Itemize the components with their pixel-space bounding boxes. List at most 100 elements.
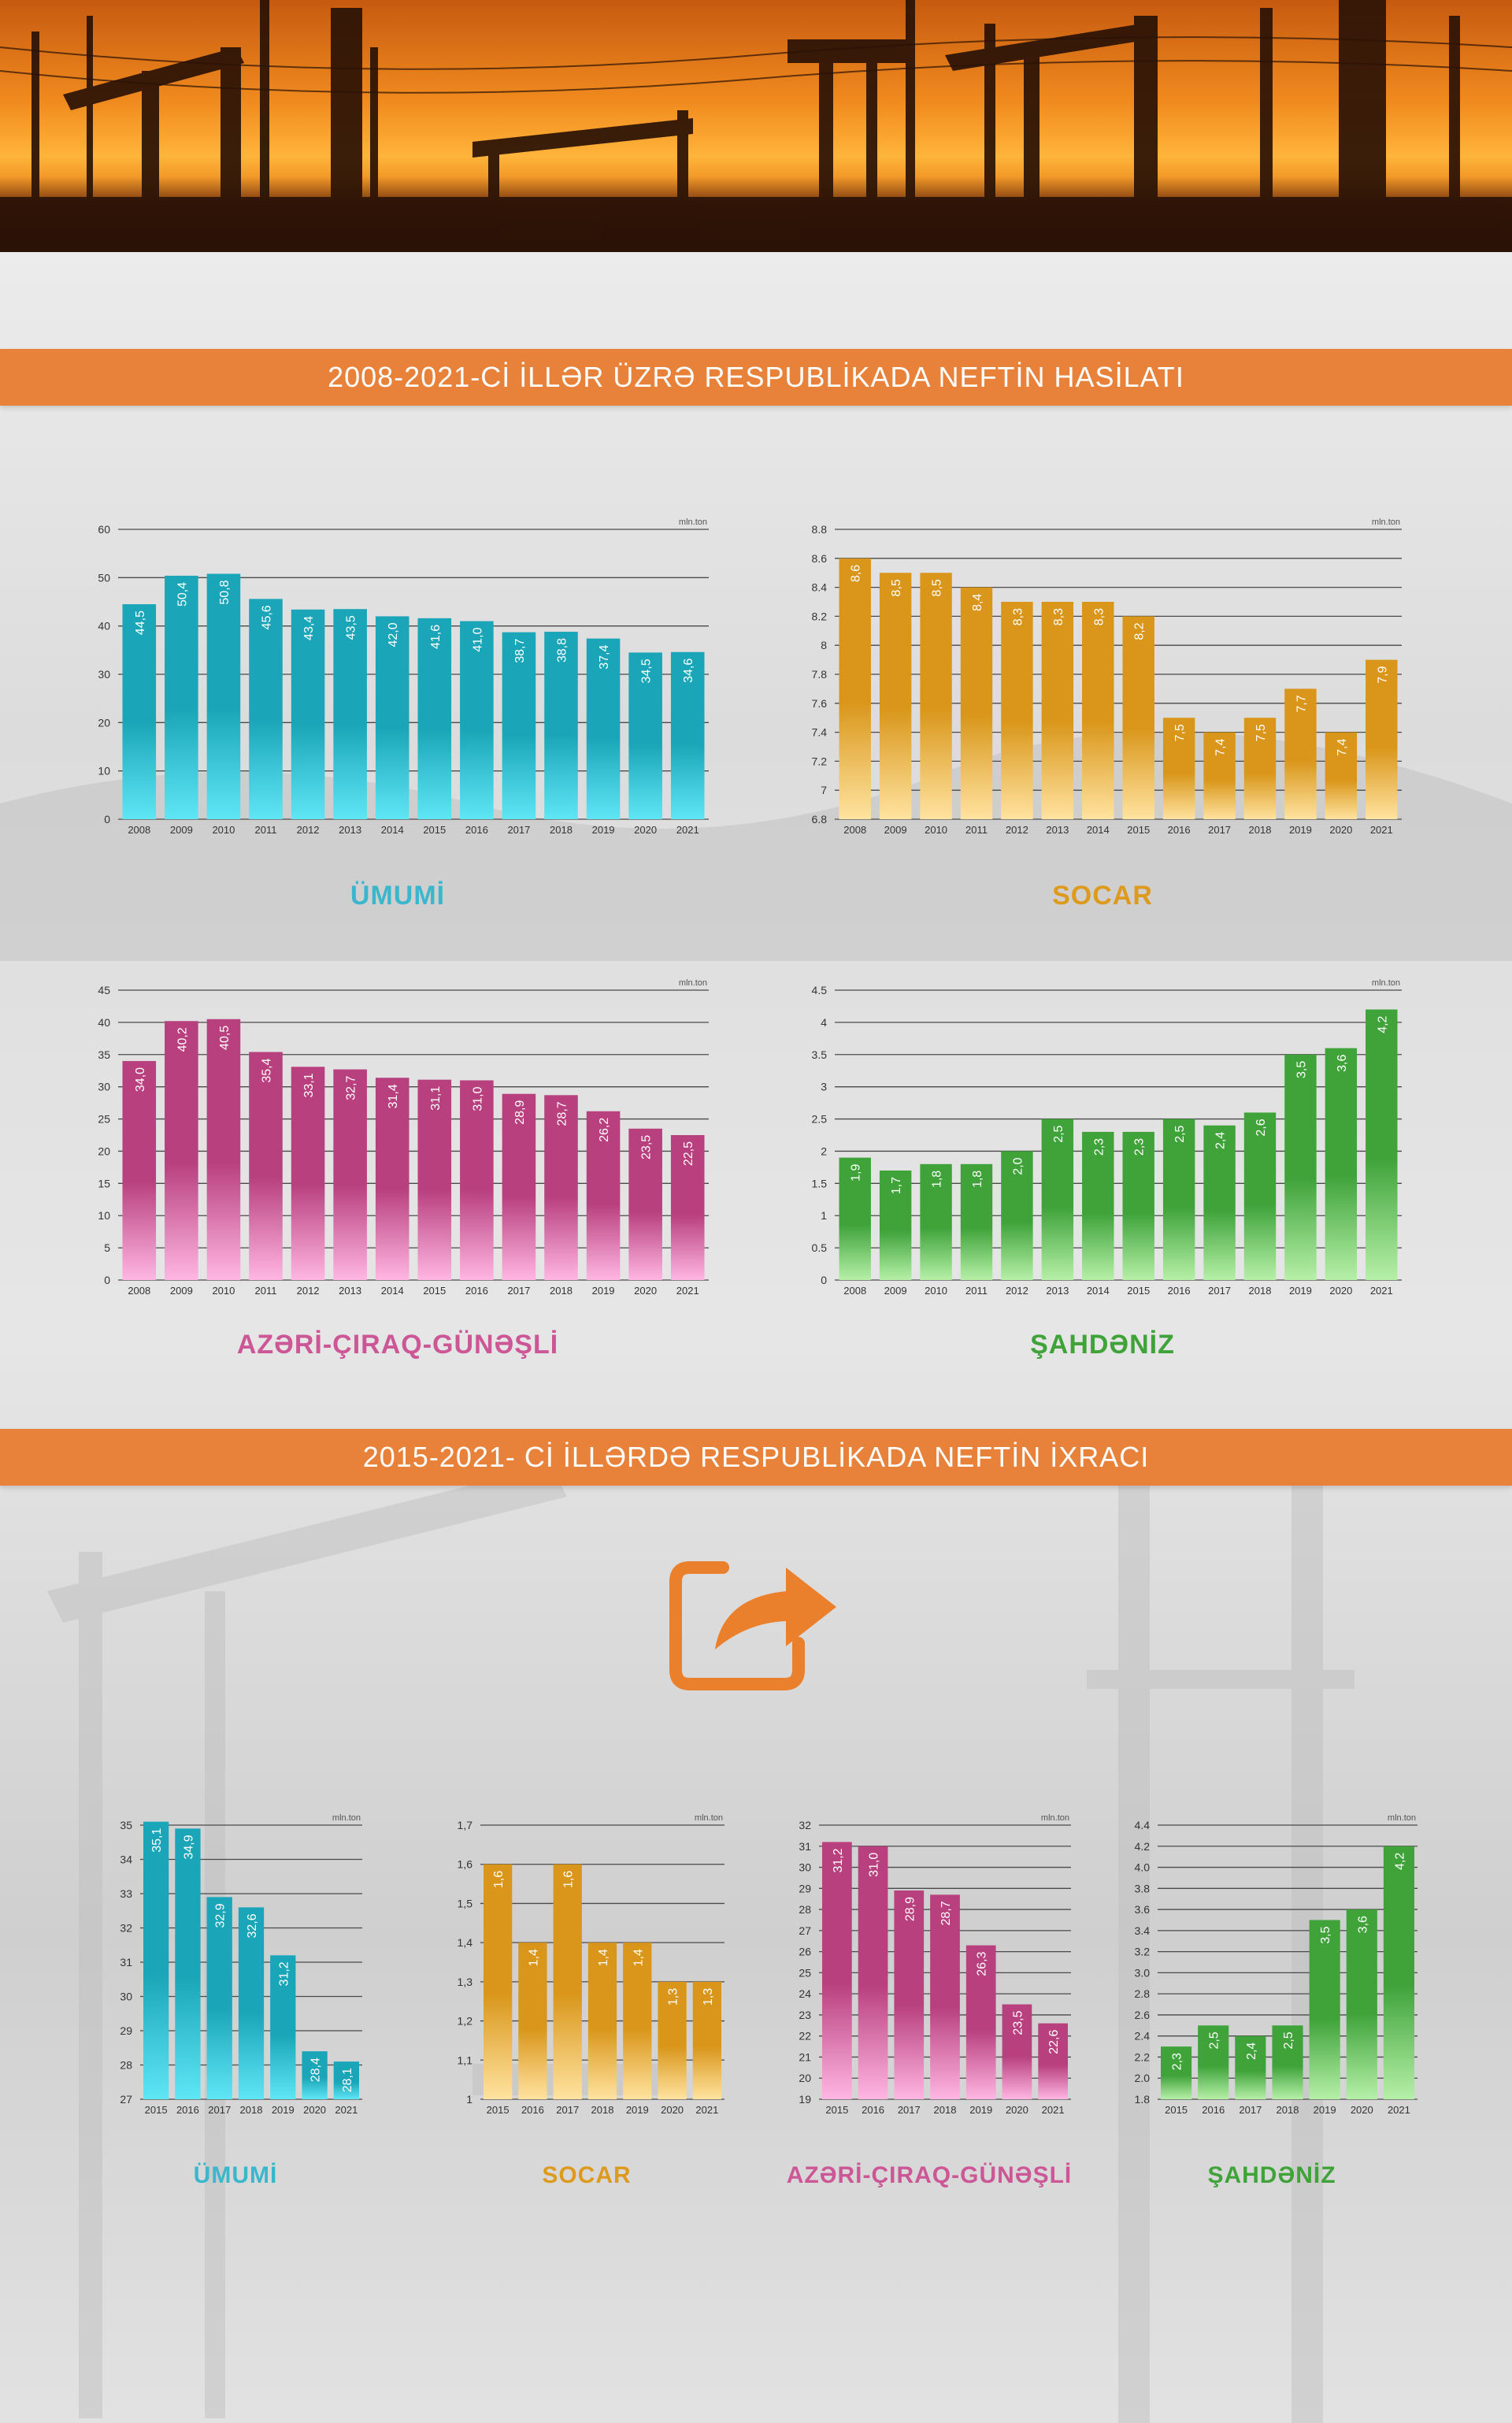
bar [1002,2004,1032,2099]
bar [333,609,367,819]
y-tick-label: 1,4 [458,1936,473,1949]
bar [122,1060,157,1280]
y-tick-label: 1,1 [458,2054,473,2066]
y-tick-label: 3.8 [1135,1882,1151,1894]
bar [1284,1054,1317,1280]
y-tick-label: 20 [98,716,110,729]
data-label: 34,5 [640,659,654,683]
data-label: 43,4 [302,616,316,640]
data-label: 31,4 [387,1084,400,1108]
y-tick-label: 30 [120,1991,132,2003]
y-tick-label: 1,5 [458,1897,473,1909]
data-label: 26,3 [976,1951,989,1976]
x-tick-label: 2013 [1046,1285,1069,1297]
bar [920,1163,952,1280]
x-tick-label: 2021 [676,824,699,836]
y-tick-label: 25 [98,1113,110,1126]
y-tick-label: 26 [799,1946,811,1958]
data-label: 44,5 [134,610,147,635]
y-tick-label: 20 [98,1145,110,1157]
x-tick-label: 2020 [303,2104,326,2116]
x-tick-label: 2014 [1087,1285,1110,1297]
x-tick-label: 2012 [1006,824,1028,836]
x-tick-label: 2010 [925,1285,947,1297]
y-tick-label: 5 [104,1241,110,1254]
y-tick-label: 27 [799,1924,811,1937]
y-tick-label: 1,6 [458,1858,473,1871]
y-tick-label: 2.6 [1135,2009,1151,2021]
x-tick-label: 2017 [507,1285,530,1297]
x-tick-label: 2008 [128,824,150,836]
unit-label: mln.ton [679,518,707,527]
y-tick-label: 50 [98,571,110,584]
y-tick-label: 45 [98,984,110,996]
y-tick-label: 1,2 [458,2015,473,2028]
data-label: 45,6 [261,605,274,629]
data-label: 38,8 [556,638,569,662]
data-label: 42,0 [387,622,400,647]
bar [822,1842,852,2099]
x-tick-label: 2021 [1388,2104,1410,2116]
data-label: 8,2 [1133,622,1147,640]
bar [1122,616,1154,819]
data-label: 23,5 [1011,2010,1025,2035]
y-tick-label: 2.2 [1135,2050,1151,2063]
x-tick-label: 2017 [1239,2104,1262,2116]
x-tick-label: 2019 [626,2104,649,2116]
x-tick-label: 2012 [297,824,320,836]
bar [553,1864,582,2099]
bar [1041,602,1074,819]
data-label: 4,2 [1376,1015,1389,1033]
y-tick-label: 1.8 [1135,2093,1151,2106]
bar [206,1897,232,2099]
prod-acg-title: AZƏRİ-ÇIRAQ-GÜNƏŞLİ [236,1330,559,1360]
prod-shahdeniz-svg: mln.ton 0 0.5 1 1.5 2 2.5 3 3.5 4 4.5 1,9 2008 1,7 200… [812,978,1402,1297]
bar [1203,732,1236,819]
exp-shahdeniz-svg: mln.ton 1.8 2.0 2.2 2.4 2.6 2.8 3.0 3.2 3.4 3.6 3.8… [1135,1813,1418,2116]
x-tick-label: 2013 [339,1285,361,1297]
y-tick-label: 20 [799,2072,811,2084]
y-tick-label: 2.4 [1135,2030,1151,2043]
x-tick-label: 2009 [170,824,193,836]
x-tick-label: 2018 [550,1285,573,1297]
data-label: 8,5 [890,579,903,596]
data-label: 1,4 [632,1949,645,1966]
data-label: 4,2 [1393,1853,1406,1870]
x-tick-label: 2015 [487,2104,510,2116]
bar [1366,659,1398,819]
x-tick-label: 2019 [1314,2104,1336,2116]
y-tick-label: 25 [799,1966,811,1979]
prod-shahdeniz-title: ŞAHDƏNİZ [1030,1330,1175,1360]
data-label: 1,4 [597,1949,610,1966]
bar [460,621,494,819]
y-tick-label: 3.0 [1135,1966,1151,1979]
prod-shahdeniz-chart: mln.ton 0 0.5 1 1.5 2 2.5 3 3.5 4 4.5 1,9 2008 1,7 200… [795,973,1410,1304]
x-tick-label: 2010 [212,1285,235,1297]
data-label: 50,4 [176,582,189,607]
data-label: 43,5 [345,615,358,640]
data-label: 31,1 [429,1086,443,1111]
bar [858,1846,888,2099]
bar [143,1821,169,2099]
data-label: 31,0 [471,1086,484,1111]
bar [960,587,993,819]
x-tick-label: 2018 [240,2104,263,2116]
bar [1284,688,1317,819]
bar [1122,1131,1154,1280]
data-label: 34,9 [182,1835,195,1859]
data-label: 7,4 [1336,739,1349,756]
bar [1162,1119,1195,1280]
y-tick-label: 1,7 [458,1819,473,1831]
exp-shahdeniz-title: ŞAHDƏNİZ [1207,2162,1336,2188]
data-label: 34,0 [134,1067,147,1092]
data-label: 32,7 [345,1075,358,1100]
data-label: 32,9 [214,1903,228,1928]
y-tick-label: 35 [120,1819,132,1831]
x-tick-label: 2016 [862,2104,884,2116]
x-tick-label: 2014 [1087,824,1110,836]
y-tick-label: 24 [799,1987,811,2000]
bar [1272,2025,1303,2099]
x-tick-label: 2012 [297,1285,320,1297]
bar [879,573,912,819]
y-tick-label: 29 [120,2024,132,2037]
